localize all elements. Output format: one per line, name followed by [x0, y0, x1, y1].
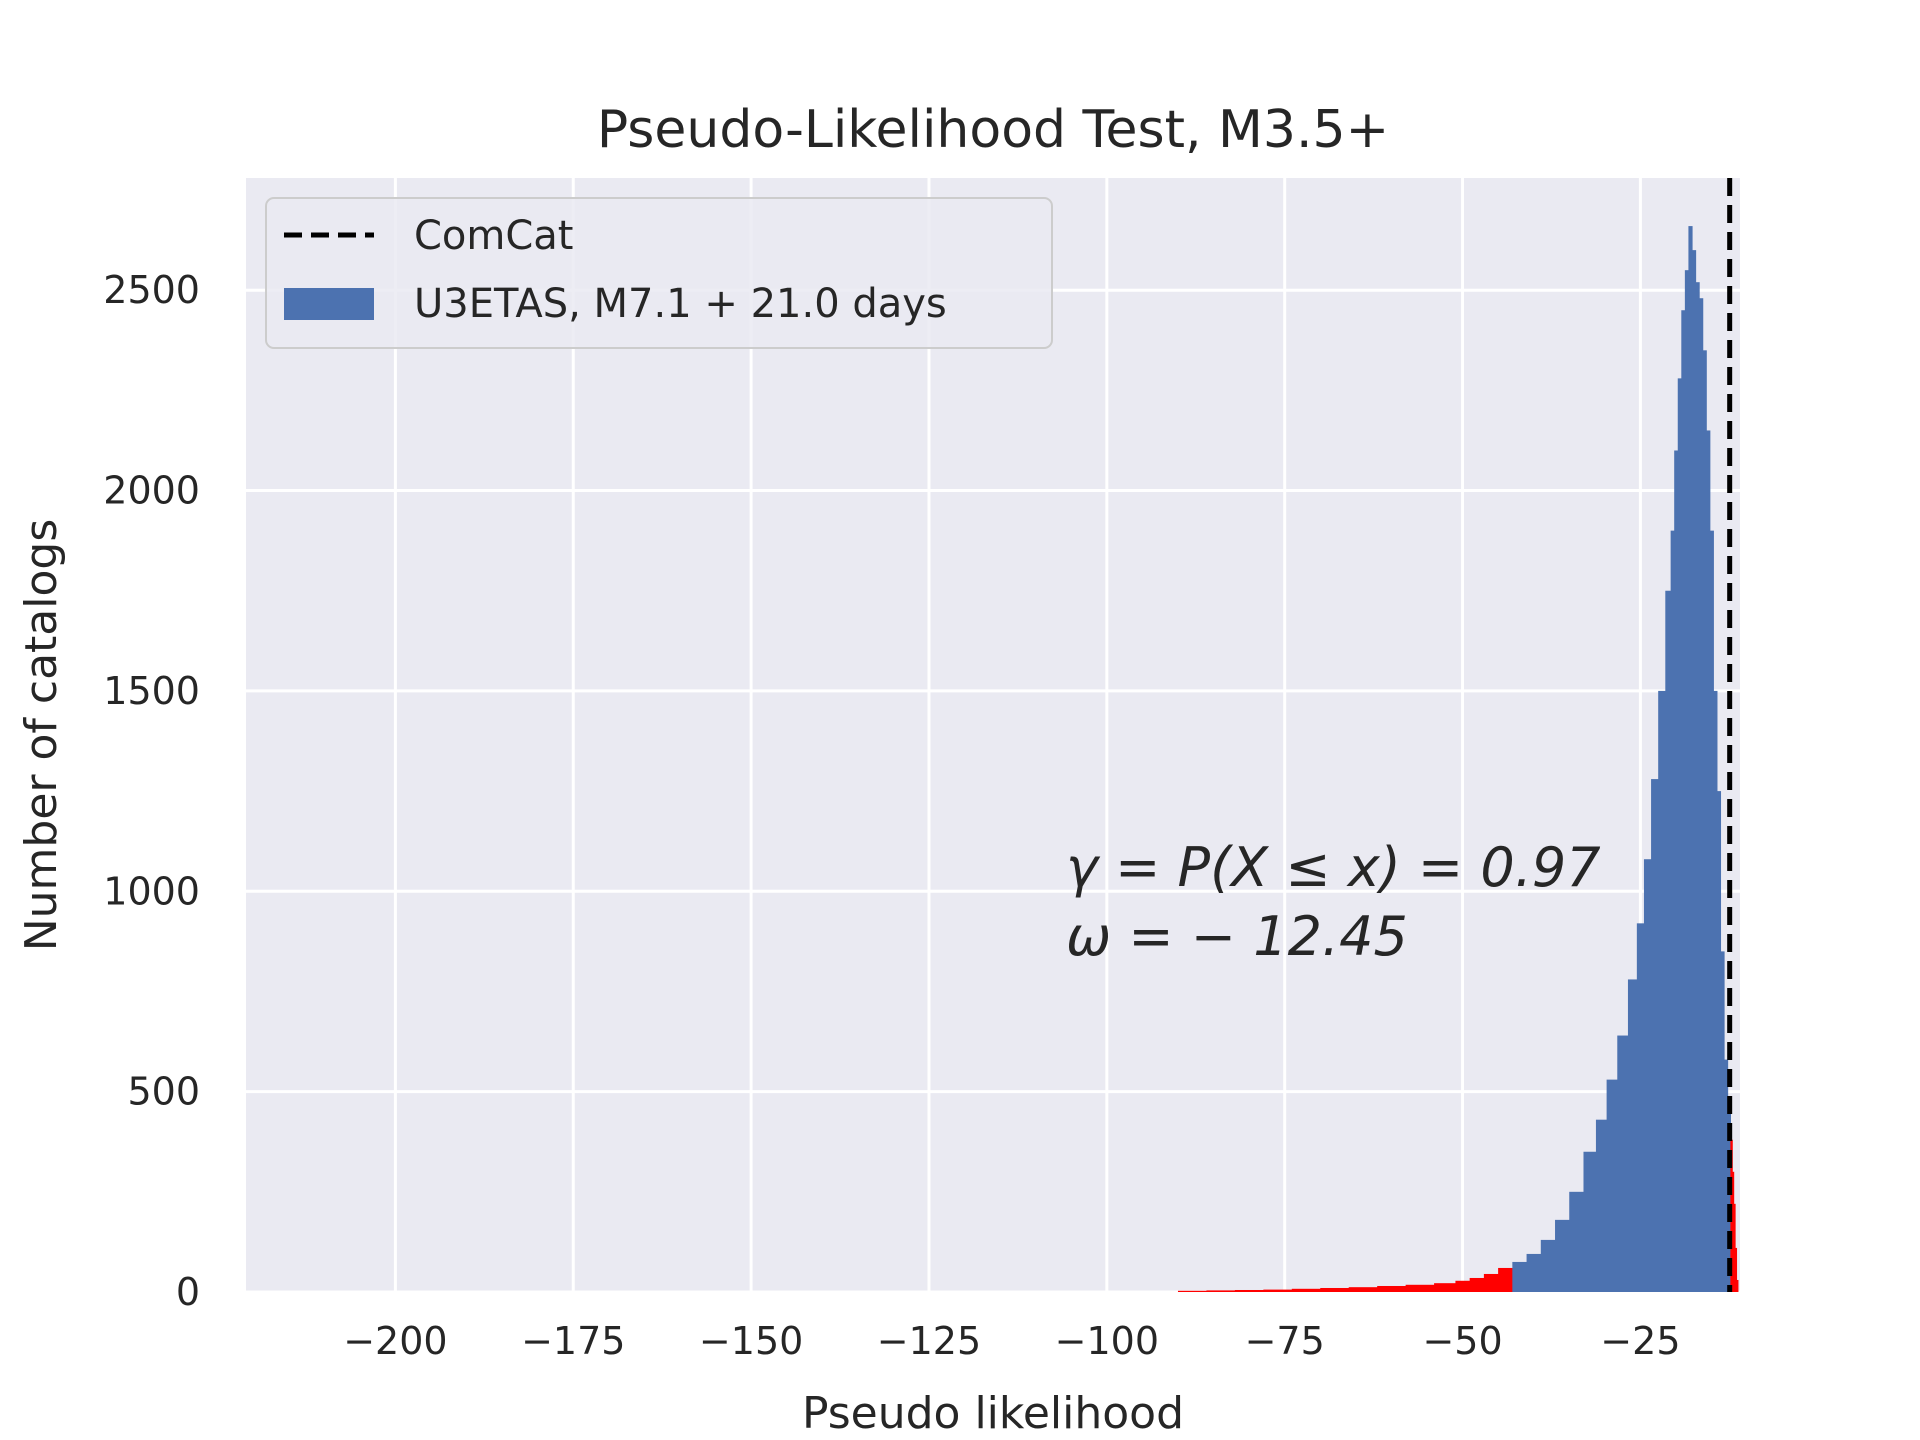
histogram-bar — [1735, 1247, 1738, 1292]
histogram-bar — [1234, 1289, 1264, 1292]
histogram-bar — [1716, 791, 1722, 1292]
histogram-bar — [1709, 530, 1714, 1292]
histogram-bar — [1291, 1288, 1321, 1292]
histogram-bar — [1512, 1261, 1528, 1292]
histogram-bar — [1670, 530, 1675, 1292]
histogram-bar — [1727, 1107, 1731, 1292]
histogram-bar — [1595, 1119, 1608, 1292]
histogram-bar — [1627, 979, 1638, 1292]
histogram-bar — [1206, 1290, 1236, 1292]
legend-comcat-label: ComCat — [414, 213, 574, 259]
histogram-bars — [1177, 226, 1739, 1293]
x-tick-label: −25 — [1600, 1319, 1680, 1363]
y-axis-title: Number of catalogs — [16, 519, 67, 952]
histogram-bar — [1606, 1079, 1618, 1292]
histogram-bar — [1665, 590, 1672, 1292]
histogram-bar — [1658, 690, 1666, 1292]
y-tick-label: 1000 — [103, 869, 200, 913]
y-tick-label: 1500 — [103, 669, 200, 713]
histogram-bar — [1434, 1283, 1457, 1292]
histogram-bar — [1540, 1239, 1556, 1292]
histogram-bar — [1348, 1287, 1378, 1292]
histogram-bar — [1695, 282, 1700, 1293]
y-tick-label: 2500 — [103, 268, 200, 312]
histogram-bar — [1569, 1191, 1585, 1292]
histogram-bar — [1643, 859, 1652, 1292]
histogram-bar — [1736, 1279, 1739, 1292]
y-tick-label: 2000 — [103, 469, 200, 513]
histogram-bar — [1555, 1219, 1570, 1292]
histogram-bar — [1684, 270, 1690, 1292]
histogram-bar — [1651, 779, 1659, 1292]
histogram-bar — [1677, 378, 1682, 1292]
chart-title: Pseudo-Likelihood Test, M3.5+ — [597, 100, 1389, 160]
y-tick-label: 500 — [127, 1070, 200, 1114]
histogram-bar — [1405, 1284, 1435, 1292]
y-tick-label: 0 — [176, 1270, 200, 1314]
x-tick-label: −125 — [877, 1319, 981, 1363]
gamma-annotation: γ = P(X ≤ x) = 0.97 — [1066, 836, 1601, 899]
histogram-bar — [1526, 1253, 1542, 1292]
x-tick-labels: −200 −175 −150 −125 −100 −75 −50 −25 — [343, 1319, 1680, 1363]
histogram-bar — [1713, 690, 1718, 1292]
plot-background — [246, 178, 1740, 1292]
x-tick-label: −150 — [699, 1319, 803, 1363]
histogram-bar — [1688, 226, 1693, 1293]
histogram-bar — [1263, 1289, 1293, 1292]
histogram-bar — [1636, 923, 1645, 1292]
histogram-bar — [1483, 1273, 1499, 1292]
histogram-bar — [1720, 951, 1725, 1292]
legend-box — [265, 197, 1053, 349]
x-tick-label: −75 — [1245, 1319, 1325, 1363]
legend: ComCat U3ETAS, M7.1 + 21.0 days — [265, 197, 1053, 349]
histogram-bar — [1702, 350, 1707, 1293]
histogram-bar — [1699, 298, 1704, 1292]
histogram-bar — [1177, 1290, 1208, 1292]
x-tick-label: −200 — [343, 1319, 447, 1363]
histogram-bar — [1706, 430, 1711, 1292]
histogram-bar — [1674, 450, 1679, 1292]
x-tick-label: −50 — [1422, 1319, 1502, 1363]
histogram-bar — [1377, 1285, 1407, 1292]
histogram-bar — [1732, 1171, 1735, 1292]
histogram-bar — [1681, 310, 1686, 1292]
histogram-bar — [1469, 1277, 1485, 1292]
histogram-bar — [1691, 250, 1697, 1292]
omega-annotation: ω = − 12.45 — [1066, 905, 1408, 968]
legend-u3etas-label: U3ETAS, M7.1 + 21.0 days — [414, 281, 947, 327]
histogram-bar — [1498, 1267, 1513, 1292]
legend-u3etas-swatch — [284, 288, 374, 320]
histogram-bar — [1733, 1203, 1736, 1292]
x-axis-title: Pseudo likelihood — [802, 1388, 1184, 1439]
histogram-bar — [1320, 1287, 1350, 1292]
histogram-bar — [1723, 1059, 1729, 1292]
histogram-bar — [1455, 1280, 1471, 1292]
histogram-bar — [1617, 1035, 1629, 1292]
histogram-bar — [1583, 1151, 1597, 1292]
x-tick-label: −175 — [521, 1319, 625, 1363]
y-tick-labels: 0 500 1000 1500 2000 2500 — [103, 268, 200, 1314]
x-tick-label: −100 — [1055, 1319, 1159, 1363]
